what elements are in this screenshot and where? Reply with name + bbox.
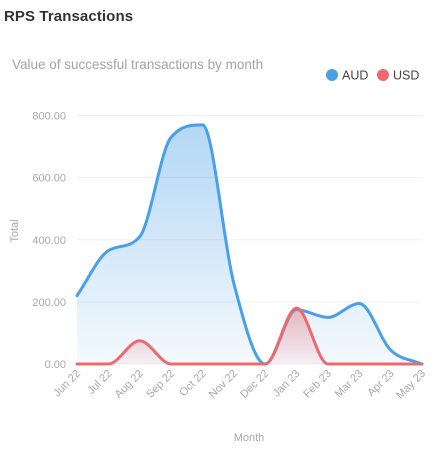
legend-label: USD	[393, 69, 419, 83]
y-tick-label: 200.00	[32, 297, 66, 309]
y-tick-label: 600.00	[32, 173, 66, 185]
x-tick-label: Apr 23	[365, 368, 396, 399]
legend-marker	[326, 69, 338, 81]
x-tick-label: Oct 22	[177, 368, 208, 399]
chart-lines	[75, 123, 424, 366]
legend-item-aud[interactable]: AUD	[326, 69, 368, 83]
series-line-usd	[75, 306, 424, 366]
y-tick-label: 0.00	[45, 359, 66, 371]
legend-label: AUD	[342, 69, 368, 83]
x-tick-label: Nov 22	[207, 368, 240, 401]
chart-areas	[77, 124, 422, 364]
legend-marker	[377, 69, 389, 81]
x-axis-title: Month	[234, 432, 265, 444]
x-tick-label: Aug 22	[113, 368, 146, 401]
legend-item-usd[interactable]: USD	[377, 69, 419, 83]
x-tick-label: Jun 22	[51, 368, 83, 400]
x-tick-label: Jan 23	[271, 368, 303, 400]
chart-legend: AUD USD	[326, 69, 419, 83]
x-tick-label: Dec 22	[238, 368, 271, 401]
y-axis-ticks: 0.00 200.00 400.00 600.00 800.00	[32, 111, 66, 371]
x-tick-label: Jul 22	[85, 368, 114, 397]
y-tick-label: 800.00	[32, 111, 66, 123]
series-area-aud	[77, 124, 422, 364]
card-title: RPS Transactions	[4, 8, 134, 25]
series-line-aud	[75, 123, 424, 366]
y-tick-label: 400.00	[32, 235, 66, 247]
x-tick-label: Feb 23	[301, 368, 334, 401]
x-tick-label: Sep 22	[144, 368, 177, 401]
x-tick-label: May 23	[394, 368, 428, 402]
chart-subtitle: Value of successful transactions by mont…	[12, 57, 263, 72]
x-tick-label: Mar 23	[333, 368, 366, 401]
y-axis-title: Total	[9, 219, 21, 242]
